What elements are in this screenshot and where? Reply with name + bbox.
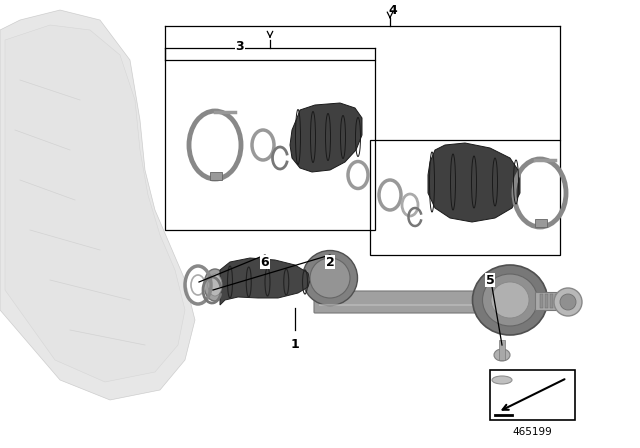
Text: 4: 4: [388, 4, 397, 17]
Bar: [499, 340, 505, 360]
Bar: [210, 172, 222, 180]
Text: 3: 3: [236, 39, 244, 52]
Text: 2: 2: [326, 255, 334, 268]
Ellipse shape: [208, 274, 222, 296]
Bar: [560, 294, 563, 308]
Bar: [490, 370, 575, 420]
Ellipse shape: [492, 376, 512, 384]
Ellipse shape: [310, 258, 350, 298]
Polygon shape: [220, 258, 310, 305]
Bar: [165, 60, 375, 230]
Ellipse shape: [494, 349, 510, 361]
Polygon shape: [5, 25, 185, 382]
Ellipse shape: [483, 274, 538, 326]
Bar: [535, 292, 575, 310]
Polygon shape: [290, 103, 362, 172]
Ellipse shape: [560, 294, 576, 310]
Bar: [535, 219, 547, 227]
Bar: [555, 294, 558, 308]
Bar: [370, 140, 560, 255]
Ellipse shape: [472, 265, 547, 335]
Ellipse shape: [491, 282, 529, 318]
Text: 465199: 465199: [513, 427, 552, 437]
Ellipse shape: [204, 269, 226, 301]
Bar: [545, 294, 548, 308]
Polygon shape: [0, 10, 195, 400]
Bar: [540, 294, 543, 308]
Bar: [550, 294, 553, 308]
Text: 1: 1: [291, 339, 300, 352]
FancyBboxPatch shape: [314, 291, 501, 313]
Ellipse shape: [303, 250, 358, 306]
Bar: [565, 294, 568, 308]
Polygon shape: [428, 143, 520, 222]
Text: 6: 6: [260, 255, 269, 268]
Ellipse shape: [554, 288, 582, 316]
Text: 5: 5: [486, 273, 494, 287]
